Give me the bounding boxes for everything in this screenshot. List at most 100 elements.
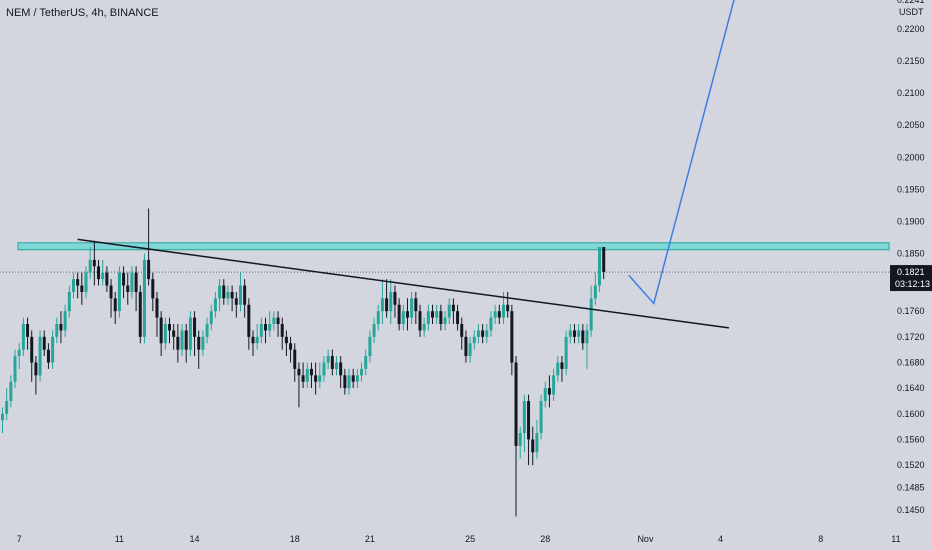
candle-body[interactable] bbox=[34, 362, 38, 376]
candle-body[interactable] bbox=[218, 285, 222, 299]
candle-body[interactable] bbox=[335, 362, 338, 369]
candle-body[interactable] bbox=[21, 324, 25, 350]
candle-body[interactable] bbox=[289, 343, 293, 350]
candle-body[interactable] bbox=[318, 375, 322, 382]
candle-body[interactable] bbox=[105, 272, 109, 286]
candle-body[interactable] bbox=[101, 272, 105, 280]
candle-body[interactable] bbox=[581, 330, 585, 344]
candle-body[interactable] bbox=[435, 311, 439, 318]
candle-body[interactable] bbox=[26, 324, 30, 337]
candle-body[interactable] bbox=[151, 279, 155, 299]
candle-body[interactable] bbox=[405, 311, 409, 318]
candle-body[interactable] bbox=[493, 311, 497, 318]
candle-body[interactable] bbox=[293, 349, 297, 369]
candle-body[interactable] bbox=[1, 413, 4, 421]
candle-body[interactable] bbox=[309, 368, 313, 376]
candle-body[interactable] bbox=[568, 330, 572, 337]
candle-body[interactable] bbox=[222, 285, 226, 299]
candle-body[interactable] bbox=[539, 400, 543, 434]
candle-body[interactable] bbox=[168, 324, 171, 331]
candle-body[interactable] bbox=[142, 259, 146, 337]
trendline[interactable] bbox=[77, 238, 730, 329]
candle-body[interactable] bbox=[543, 388, 547, 401]
candle-body[interactable] bbox=[255, 336, 259, 344]
candle-body[interactable] bbox=[172, 330, 176, 337]
candle-body[interactable] bbox=[476, 330, 480, 337]
candle-body[interactable] bbox=[305, 368, 309, 382]
candle-body[interactable] bbox=[268, 324, 272, 331]
candle-body[interactable] bbox=[5, 400, 9, 414]
candle-body[interactable] bbox=[589, 298, 593, 331]
candle-body[interactable] bbox=[46, 349, 50, 363]
candle-body[interactable] bbox=[360, 368, 364, 376]
candle-body[interactable] bbox=[385, 298, 389, 312]
candle-body[interactable] bbox=[531, 439, 535, 453]
candle-body[interactable] bbox=[134, 272, 138, 292]
candle-body[interactable] bbox=[431, 311, 435, 318]
candle-body[interactable] bbox=[422, 324, 426, 331]
candle-body[interactable] bbox=[527, 400, 531, 440]
candle-body[interactable] bbox=[502, 304, 505, 318]
candle-body[interactable] bbox=[147, 259, 151, 280]
candle-body[interactable] bbox=[13, 356, 17, 382]
candle-body[interactable] bbox=[297, 368, 301, 376]
candle-body[interactable] bbox=[322, 362, 326, 376]
candle-body[interactable] bbox=[547, 388, 551, 395]
candle-body[interactable] bbox=[468, 343, 472, 357]
candle-body[interactable] bbox=[397, 304, 401, 325]
candle-body[interactable] bbox=[117, 272, 121, 312]
candle-body[interactable] bbox=[410, 298, 414, 318]
candle-body[interactable] bbox=[552, 375, 556, 395]
candle-body[interactable] bbox=[418, 311, 422, 331]
candle-body[interactable] bbox=[510, 311, 514, 363]
candle-body[interactable] bbox=[301, 375, 305, 382]
candle-body[interactable] bbox=[243, 285, 247, 305]
candle-body[interactable] bbox=[339, 362, 343, 376]
candle-body[interactable] bbox=[238, 285, 242, 305]
candle-body[interactable] bbox=[585, 330, 589, 344]
candle-body[interactable] bbox=[213, 298, 217, 312]
candle-body[interactable] bbox=[280, 324, 284, 337]
candle-body[interactable] bbox=[55, 324, 59, 337]
candle-body[interactable] bbox=[155, 298, 159, 318]
candle-body[interactable] bbox=[226, 291, 230, 299]
candle-body[interactable] bbox=[9, 381, 13, 401]
candle-body[interactable] bbox=[251, 336, 255, 344]
candle-body[interactable] bbox=[30, 336, 34, 363]
candle-body[interactable] bbox=[193, 317, 197, 337]
resistance-zone[interactable] bbox=[17, 242, 890, 251]
projection-path[interactable] bbox=[628, 0, 738, 306]
candle-body[interactable] bbox=[17, 349, 21, 357]
candle-body[interactable] bbox=[577, 330, 581, 337]
candle-body[interactable] bbox=[451, 304, 455, 312]
candle-body[interactable] bbox=[372, 324, 376, 337]
candle-body[interactable] bbox=[497, 311, 501, 318]
candle-body[interactable] bbox=[272, 317, 276, 325]
candle-body[interactable] bbox=[59, 324, 63, 331]
candle-body[interactable] bbox=[92, 259, 96, 267]
candle-body[interactable] bbox=[355, 375, 359, 382]
candle-body[interactable] bbox=[71, 279, 75, 292]
candle-body[interactable] bbox=[460, 324, 464, 337]
candle-body[interactable] bbox=[138, 291, 142, 337]
candle-body[interactable] bbox=[38, 336, 42, 376]
candle-body[interactable] bbox=[464, 336, 468, 357]
candle-body[interactable] bbox=[456, 311, 460, 325]
candle-body[interactable] bbox=[485, 330, 489, 337]
candle-body[interactable] bbox=[176, 336, 180, 350]
candle-body[interactable] bbox=[51, 336, 55, 363]
candle-body[interactable] bbox=[197, 336, 201, 350]
candle-body[interactable] bbox=[163, 324, 167, 344]
candle-body[interactable] bbox=[209, 311, 213, 325]
candle-body[interactable] bbox=[42, 336, 46, 350]
candle-body[interactable] bbox=[343, 375, 347, 389]
candle-body[interactable] bbox=[364, 356, 368, 369]
candle-body[interactable] bbox=[113, 298, 117, 312]
candle-body[interactable] bbox=[522, 400, 526, 434]
candle-body[interactable] bbox=[109, 285, 113, 299]
candle-body[interactable] bbox=[264, 324, 268, 331]
candle-body[interactable] bbox=[326, 356, 330, 363]
candle-body[interactable] bbox=[347, 375, 351, 389]
candle-body[interactable] bbox=[602, 247, 606, 273]
